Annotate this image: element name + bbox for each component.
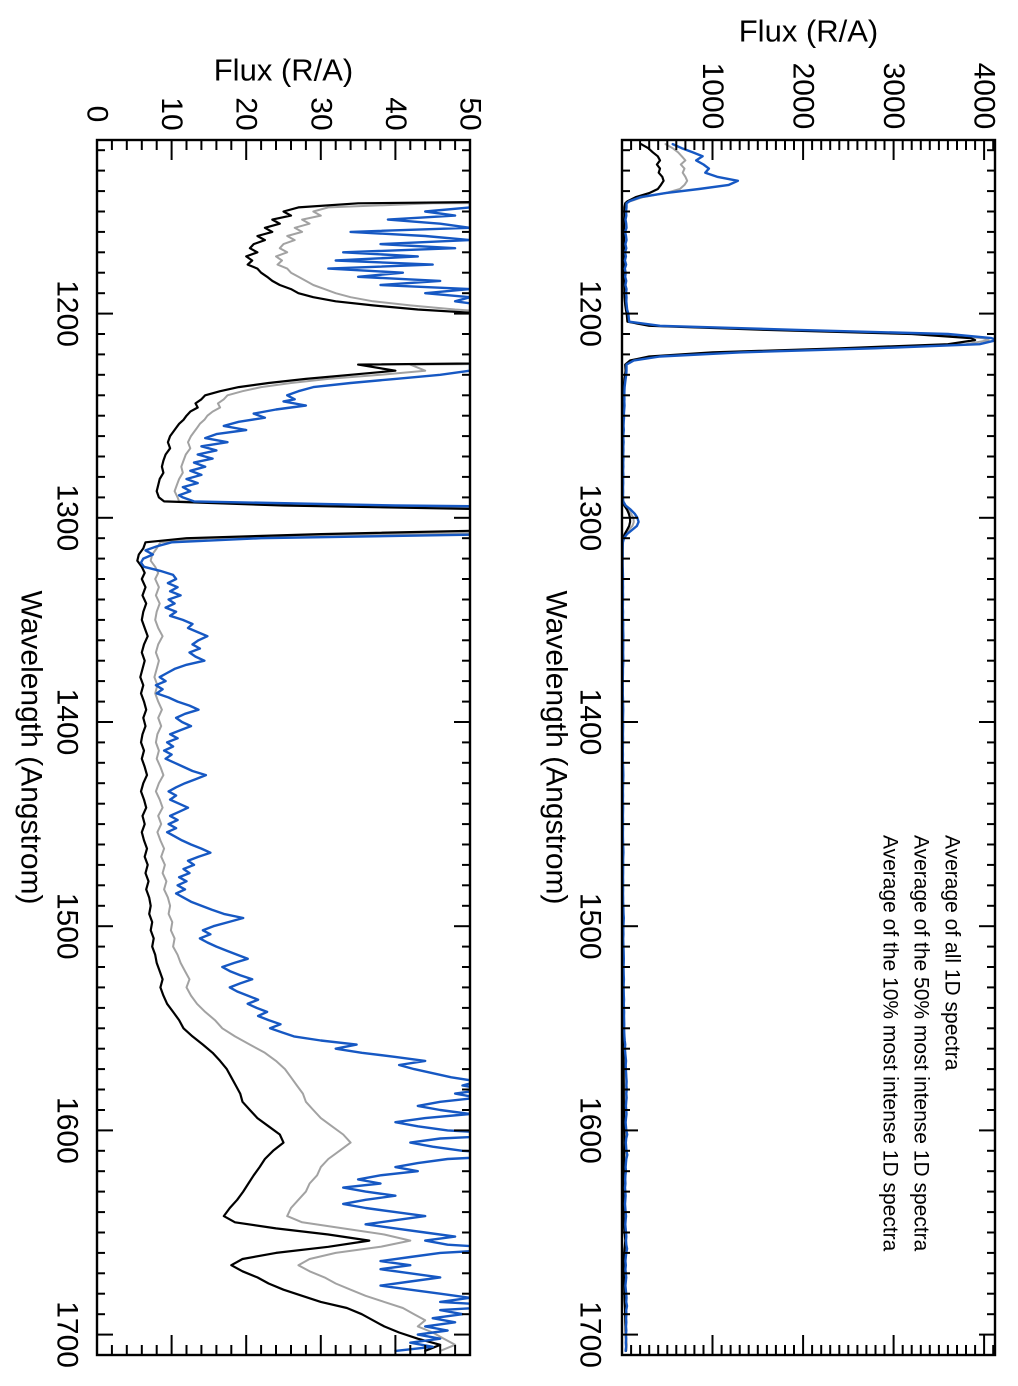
zoom-flux-tick-label: 10 xyxy=(155,97,188,130)
legend-entry-0: Average of all 1D spectra xyxy=(941,835,964,1071)
overview-wavelength-tick-label: 1400 xyxy=(574,689,607,756)
zoom-curves xyxy=(136,200,470,1353)
zoom-series-2-curve xyxy=(139,202,470,1353)
overview-wavelength-tick-label: 1600 xyxy=(574,1097,607,1164)
zoom-flux-axis-title: Flux (R/A) xyxy=(214,53,354,88)
legend-entry-2: Average of the 10% most intense 1D spect… xyxy=(879,835,902,1252)
zoom-wavelength-tick-label: 1500 xyxy=(51,893,84,960)
zoom-wavelength-tick-label: 1600 xyxy=(51,1097,84,1164)
legend: Average of all 1D spectra Average of the … xyxy=(879,835,964,1252)
zoom-series-1-curve xyxy=(149,202,470,1352)
zoom-flux-tick-label: 0 xyxy=(81,106,114,123)
overview-panel: 1000 2000 3000 4000 1200 1300 1400 1500 1600 1700… xyxy=(540,14,1001,1368)
zoom-wavelength-axis-title: Wavelength (Angstrom) xyxy=(15,590,48,904)
zoom-flux-tick-label: 30 xyxy=(304,97,337,130)
zoom-wavelength-tick-label: 1400 xyxy=(51,689,84,756)
zoom-ticks xyxy=(97,140,470,1355)
overview-flux-axis-title: Flux (R/A) xyxy=(739,14,879,49)
overview-wavelength-tick-label: 1300 xyxy=(574,484,607,551)
zoom-panel: 0 10 20 30 40 50 1200 1300 1400 1500 1600 1700 Flux … xyxy=(15,53,487,1368)
zoom-wavelength-tick-label: 1200 xyxy=(51,280,84,347)
zoom-series-0-curve xyxy=(136,200,470,1352)
overview-wavelength-tick-label: 1200 xyxy=(574,280,607,347)
overview-series-1-curve xyxy=(622,143,990,1352)
overview-plot-box xyxy=(620,138,997,1357)
overview-ticks xyxy=(622,140,995,1355)
legend-entry-1: Average of the 50% most intense 1D spect… xyxy=(910,835,933,1252)
overview-series-2-curve xyxy=(622,142,995,1353)
zoom-flux-tick-label: 20 xyxy=(230,97,263,130)
overview-flux-tick-label: 2000 xyxy=(787,63,820,130)
overview-curves xyxy=(622,142,995,1353)
overview-wavelength-axis-title: Wavelength (Angstrom) xyxy=(540,590,573,904)
overview-flux-tick-label: 4000 xyxy=(968,63,1001,130)
zoom-wavelength-tick-label: 1700 xyxy=(51,1301,84,1368)
overview-flux-tick-label: 1000 xyxy=(696,63,729,130)
overview-wavelength-tick-label: 1500 xyxy=(574,893,607,960)
overview-wavelength-tick-label: 1700 xyxy=(574,1301,607,1368)
zoom-flux-tick-label: 50 xyxy=(454,97,487,130)
zoom-flux-tick-label: 40 xyxy=(379,97,412,130)
overview-flux-tick-label: 3000 xyxy=(877,63,910,130)
zoom-plot-box xyxy=(95,138,472,1357)
zoom-wavelength-tick-label: 1300 xyxy=(51,484,84,551)
